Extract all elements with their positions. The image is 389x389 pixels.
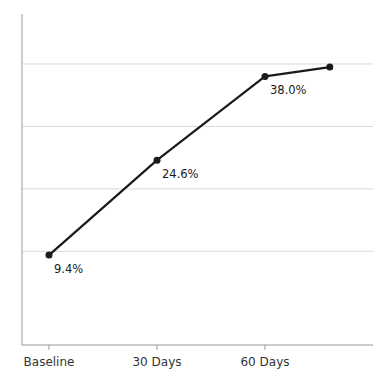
- x-tick-label: 30 Days: [132, 355, 181, 369]
- marker: [262, 73, 269, 80]
- plot-area: [46, 64, 334, 259]
- data-label: 38.0%: [270, 83, 307, 97]
- x-tick-label: Baseline: [24, 355, 75, 369]
- marker: [154, 157, 161, 164]
- chart-container: Baseline 30 Days 60 Days 9.4% 24.6% 38.0%: [0, 0, 389, 389]
- x-tick: [157, 345, 158, 350]
- data-label: 9.4%: [54, 262, 83, 276]
- x-tick-label: 60 Days: [240, 355, 289, 369]
- x-tick: [49, 345, 50, 350]
- x-axis-line: [22, 345, 373, 346]
- marker: [46, 252, 53, 259]
- grid-line: [22, 63, 373, 64]
- grid-line: [22, 188, 373, 189]
- chart-svg: Baseline 30 Days 60 Days 9.4% 24.6% 38.0%: [0, 0, 389, 389]
- data-label: 24.6%: [162, 167, 199, 181]
- x-tick: [265, 345, 266, 350]
- marker: [326, 64, 333, 71]
- grid-line: [22, 126, 373, 127]
- line: [49, 67, 330, 255]
- y-axis-line: [22, 14, 23, 345]
- grid-line: [22, 251, 373, 252]
